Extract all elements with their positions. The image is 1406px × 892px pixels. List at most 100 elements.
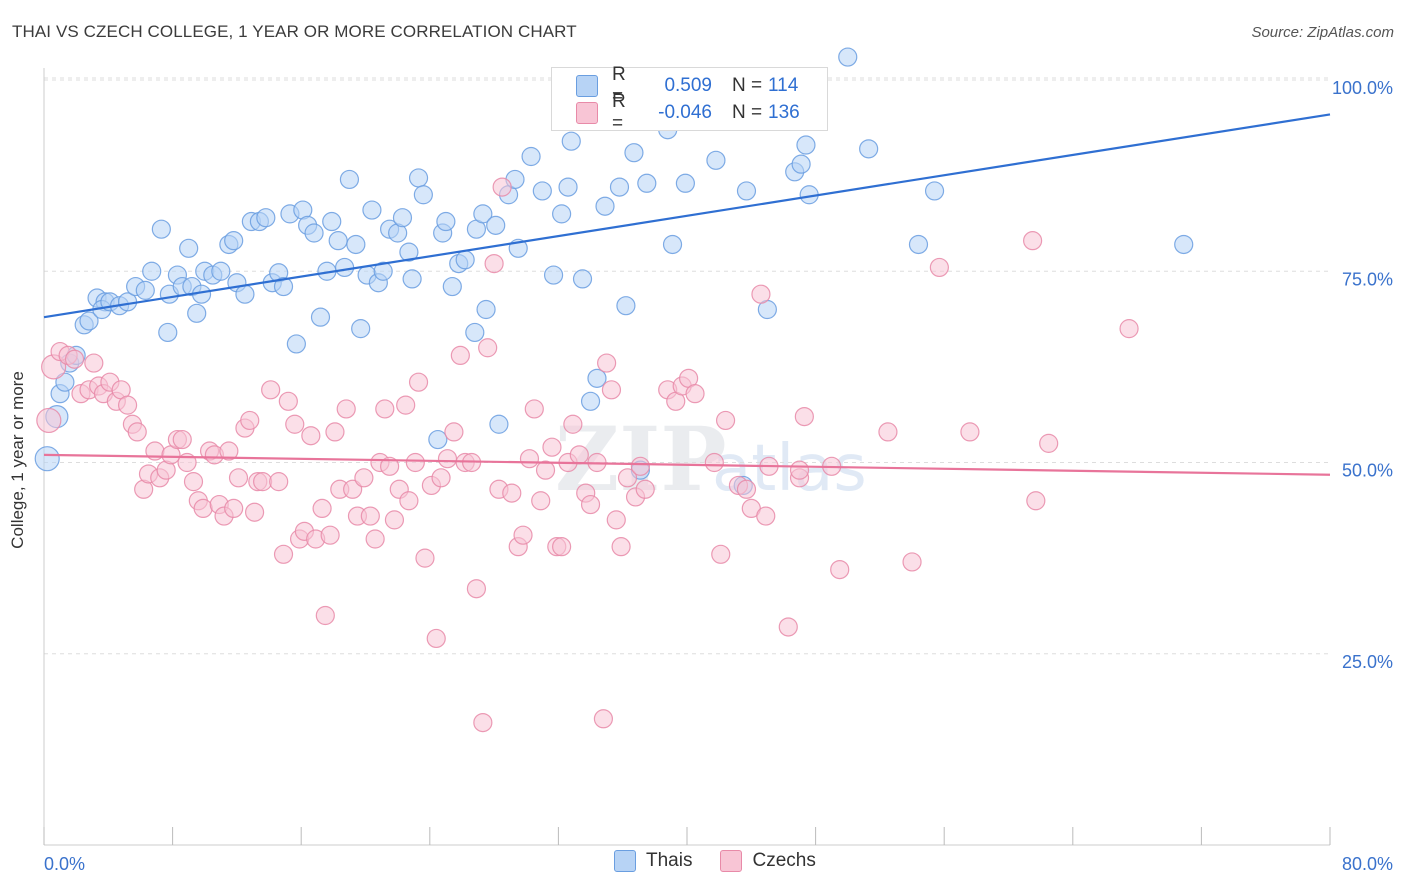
thai-point	[572, 269, 593, 289]
r-value: 0.509	[664, 75, 712, 96]
czech-point	[535, 460, 556, 480]
thai-point	[796, 135, 816, 155]
czech-point	[1023, 231, 1043, 251]
czech-point	[431, 468, 451, 488]
czech-point	[542, 437, 562, 457]
czech-point	[830, 559, 850, 580]
czech-point	[789, 460, 810, 480]
thai-point	[1174, 234, 1194, 255]
thai-point	[142, 261, 162, 281]
czech-point	[380, 456, 400, 476]
czech-point	[580, 494, 601, 515]
czech-point	[531, 491, 551, 511]
thai-point	[187, 303, 207, 323]
thai-point	[428, 429, 448, 450]
czech-point	[736, 479, 757, 499]
czech-point	[630, 456, 650, 476]
czech-point	[794, 407, 814, 427]
czech-point	[524, 399, 544, 419]
czech-point	[1026, 491, 1046, 511]
czech-point	[519, 449, 540, 469]
thai-point	[465, 322, 485, 343]
legend-item-thais[interactable]: Thais	[614, 850, 692, 872]
thai-point	[595, 196, 615, 216]
thai-point	[791, 154, 811, 174]
n-value: 114	[768, 75, 799, 96]
thai-point	[402, 269, 422, 289]
czech-point	[563, 414, 583, 434]
source-label: Source: ZipAtlas.com	[1251, 24, 1394, 41]
czech-point	[751, 284, 771, 304]
thai-point	[532, 181, 552, 201]
czech-point	[408, 372, 429, 392]
czech-point	[473, 712, 493, 733]
czechs-swatch-icon	[720, 850, 743, 872]
thai-point	[924, 181, 945, 201]
czech-point	[601, 380, 622, 400]
thai-point	[521, 146, 541, 167]
thai-trend-line	[43, 113, 1331, 319]
legend-item-czechs[interactable]: Czechs	[720, 850, 816, 872]
stats-legend: R = 0.509 N = 114 R = -0.046 N = 136	[551, 64, 828, 134]
czech-point	[325, 422, 345, 442]
czech-point	[64, 349, 85, 369]
czech-point	[711, 544, 731, 564]
y-tick-label: 75.0%	[1342, 269, 1393, 289]
czech-point	[375, 399, 395, 419]
czech-point	[36, 407, 62, 434]
thai-point	[304, 223, 324, 243]
thai-point	[486, 215, 506, 235]
czech-point	[478, 338, 498, 358]
thai-point	[616, 296, 636, 316]
watermark-text: atlas	[712, 432, 867, 506]
czech-point	[117, 395, 138, 415]
legend-row-thais: R = 0.509 N = 114	[576, 64, 799, 107]
thai-point	[476, 299, 496, 320]
czech-point	[466, 579, 487, 599]
czech-point	[685, 384, 705, 404]
thai-point	[346, 234, 366, 255]
series-legend: Thais Czechs	[614, 850, 844, 872]
czech-point	[84, 353, 104, 373]
thai-point	[442, 276, 462, 297]
thai-point	[79, 311, 99, 331]
czech-point	[1119, 319, 1139, 339]
czech-point	[127, 422, 147, 442]
thai-point	[580, 391, 601, 411]
chart-title: THAI VS CZECH COLLEGE, 1 YEAR OR MORE CO…	[12, 22, 577, 41]
czech-point	[365, 529, 385, 549]
czech-point	[597, 353, 617, 373]
n-label: N =	[732, 102, 763, 123]
thai-point	[135, 280, 155, 300]
czech-point	[240, 410, 260, 431]
czech-point	[437, 449, 458, 469]
y-tick-label: 25.0%	[1342, 652, 1393, 672]
czech-point	[172, 429, 192, 450]
thai-point	[413, 185, 433, 205]
thai-point	[609, 177, 630, 197]
thai-point	[552, 204, 572, 224]
n-label: N =	[732, 75, 763, 96]
thai-point	[224, 231, 244, 251]
czech-point	[285, 414, 305, 434]
legend-label-thais: Thais	[646, 850, 693, 871]
r-label: R =	[612, 64, 626, 107]
czech-point	[878, 422, 898, 442]
czech-point	[704, 452, 724, 473]
czech-point	[354, 468, 374, 488]
thai-point	[706, 150, 726, 170]
czech-point	[320, 525, 340, 545]
thai-point	[373, 261, 393, 281]
thai-point	[235, 284, 255, 304]
thai-point	[151, 219, 171, 239]
thai-point	[55, 372, 75, 392]
thai-point	[158, 322, 178, 343]
czech-point	[415, 548, 435, 568]
czech-point	[244, 502, 265, 522]
czech-point	[183, 472, 204, 492]
thais-swatch-icon	[576, 75, 598, 97]
czech-point	[273, 544, 294, 564]
czech-point	[343, 479, 363, 499]
thai-point	[436, 211, 456, 232]
